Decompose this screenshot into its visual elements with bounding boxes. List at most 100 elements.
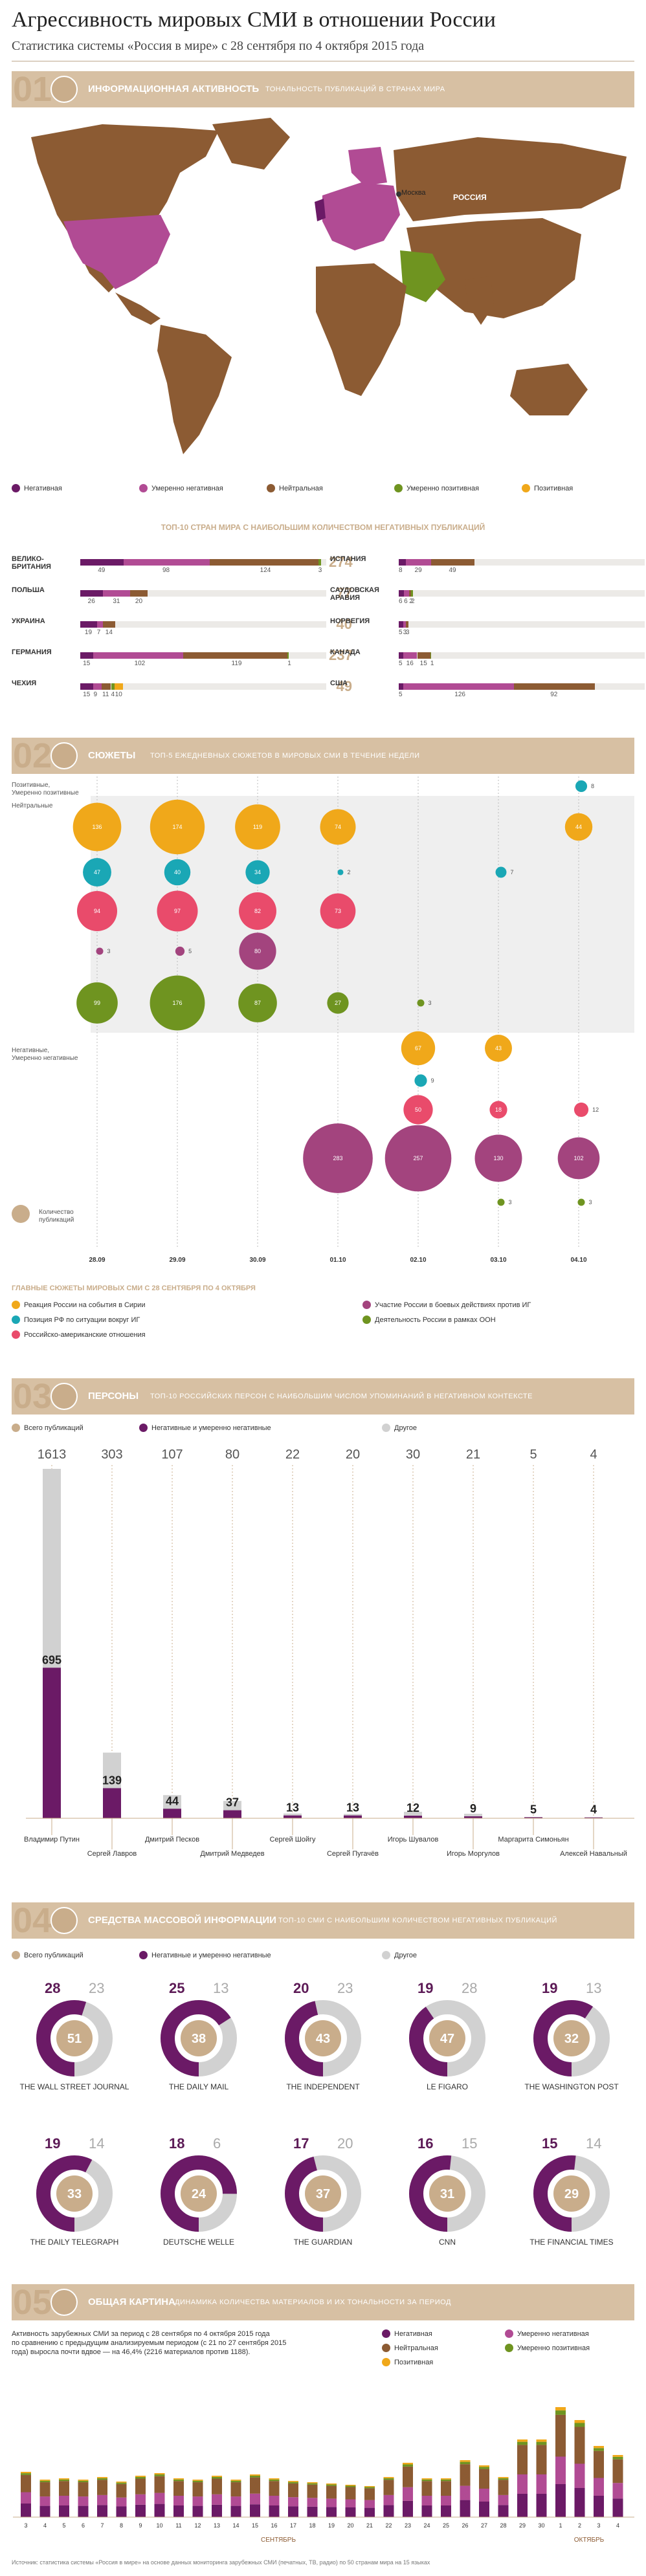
dynamics-bar-segment <box>135 2476 146 2479</box>
person-negative-label: 12 <box>407 1801 419 1814</box>
dynamics-bar-segment <box>345 2485 356 2486</box>
source-footnote: Источник: статистика системы «Россия в м… <box>12 2559 430 2566</box>
person-negative-label: 139 <box>102 1774 122 1787</box>
dynamics-bar-segment <box>364 2507 375 2517</box>
x-tick-label: 03.10 <box>490 1257 506 1264</box>
story-bubble <box>235 804 280 850</box>
dynamics-bar-segment <box>441 2505 451 2517</box>
donut-center <box>56 2175 93 2212</box>
story-bubble <box>495 866 507 878</box>
dynamics-bar-segment <box>441 2479 451 2482</box>
donut-negative-arc <box>409 2000 485 2076</box>
country-bar-segment <box>287 652 289 659</box>
dynamics-bar-segment <box>574 2463 585 2488</box>
country-bar-segment <box>80 621 97 628</box>
media-legend-total: Всего публикаций <box>12 1951 84 1959</box>
person-bar-negative <box>404 1815 422 1818</box>
bubble-value: 87 <box>254 1000 261 1006</box>
dynamics-x-tick: 15 <box>252 2522 258 2529</box>
dynamics-bar-segment <box>460 2460 471 2462</box>
person-total-label: 30 <box>406 1448 420 1462</box>
country-name: ЧЕХИЯ <box>12 679 37 687</box>
dynamics-bar-segment <box>383 2480 394 2495</box>
donut-negative-arc <box>533 2000 610 2076</box>
person-negative-label: 9 <box>470 1802 476 1815</box>
bubble-value: 44 <box>575 824 582 830</box>
outlet-negative-count: 15 <box>542 2135 558 2152</box>
section-4-subtitle: ТОП-10 СМИ С НАИБОЛЬШИМ КОЛИЧЕСТВОМ НЕГА… <box>278 1917 557 1924</box>
story-4-dot-icon <box>362 1301 371 1309</box>
dynamics-bar-segment <box>612 2459 623 2483</box>
story-bubble <box>96 947 104 955</box>
outlet-name: THE INDEPENDENT <box>286 2082 360 2091</box>
story-bubble <box>150 799 205 855</box>
dynamics-bar-segment <box>135 2504 146 2517</box>
overview-icon <box>50 2289 78 2316</box>
moderate-positive-dot-icon <box>394 484 403 492</box>
country-bar-value: 15 <box>83 691 91 698</box>
size-key-bubble <box>12 1205 30 1223</box>
story-bubble <box>489 1101 507 1119</box>
story-bubble <box>239 932 276 970</box>
story-bubble <box>384 1125 452 1192</box>
dynamics-x-tick: 17 <box>290 2522 296 2529</box>
dynamics-bar-segment <box>536 2474 547 2494</box>
dynamics-bar-segment <box>230 2505 241 2517</box>
person-bar-negative <box>43 1668 61 1818</box>
top10-countries-heading: ТОП-10 СТРАН МИРА С НАИБОЛЬШИМ КОЛИЧЕСТВ… <box>161 523 485 532</box>
donut-center <box>305 2175 341 2212</box>
person-total-label: 107 <box>161 1448 183 1462</box>
person-negative-label: 44 <box>166 1794 179 1807</box>
dynamics-bar-segment <box>421 2478 432 2480</box>
story-bubble <box>72 802 122 852</box>
map-europe <box>322 182 400 250</box>
outlet-negative-count: 28 <box>45 1980 61 1996</box>
country-bar-value: 1 <box>430 660 434 667</box>
dynamics-x-tick: 23 <box>405 2522 411 2529</box>
country-bar-segment <box>399 559 406 566</box>
dynamics-bar-segment <box>594 2446 604 2449</box>
dynamics-bar-segment <box>479 2469 489 2489</box>
moderate-negative-dot-icon <box>505 2329 513 2338</box>
dynamics-bar-segment <box>192 2480 203 2483</box>
bubble-value: 257 <box>413 1155 423 1161</box>
dynamics-bar-segment <box>212 2476 222 2479</box>
dynamics-bar-segment <box>154 2493 165 2504</box>
story-bubble <box>485 1035 512 1062</box>
dynamics-bar-segment <box>441 2496 451 2505</box>
bubble-value: 9 <box>431 1077 434 1084</box>
negative-dot-icon <box>12 484 20 492</box>
outlet-other-count: 28 <box>462 1980 478 1996</box>
dynamics-bar-segment <box>135 2478 146 2494</box>
country-bar-value: 15 <box>419 660 427 667</box>
dynamics-bar-segment <box>307 2482 318 2483</box>
country-bar-segment <box>405 621 408 628</box>
person-total-label: 22 <box>285 1448 300 1462</box>
dynamics-bar-segment <box>383 2477 394 2478</box>
dynamics-bar-segment <box>59 2478 69 2480</box>
outlet-total-count: 31 <box>440 2187 454 2201</box>
dynamics-bar-segment <box>441 2481 451 2496</box>
country-total: 237 <box>329 647 353 663</box>
country-bar-value: 6 <box>404 598 408 605</box>
dynamics-bar-segment <box>345 2499 356 2507</box>
bubble-value: 283 <box>333 1155 342 1161</box>
dynamics-bar-segment <box>97 2480 107 2495</box>
dynamics-bar-segment <box>612 2483 623 2499</box>
section-3-header <box>12 1378 634 1415</box>
map-usa <box>63 215 170 289</box>
country-bar-track <box>80 683 326 690</box>
person-bar-negative <box>464 1816 482 1818</box>
country-bar-track <box>80 621 326 628</box>
bubble-value: 34 <box>254 869 261 875</box>
country-bar-segment <box>399 590 405 597</box>
dynamics-bar-segment <box>39 2496 50 2506</box>
legend-neutral: Нейтральная <box>267 484 323 492</box>
country-bar-segment <box>399 652 403 659</box>
map-asia <box>407 218 581 318</box>
country-bar-value: 5 <box>399 691 403 698</box>
person-name: Сергей Шойгу <box>269 1836 316 1844</box>
dynamics-x-tick: 11 <box>175 2522 181 2529</box>
country-bar-value: 26 <box>87 598 95 605</box>
donut-negative-arc <box>161 2000 237 2076</box>
